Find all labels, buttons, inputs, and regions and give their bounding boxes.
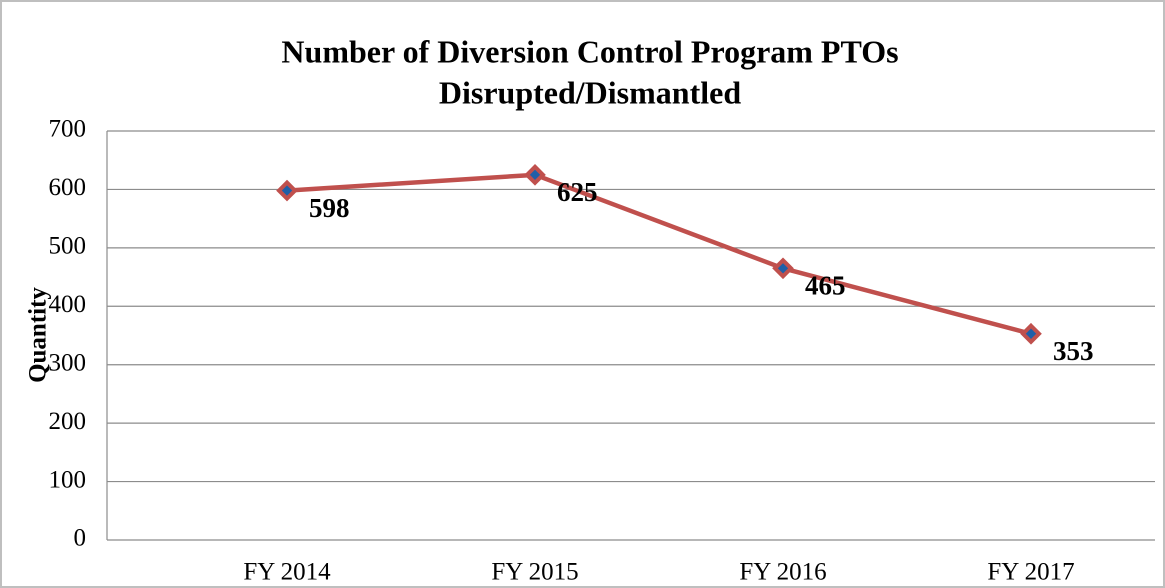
data-label: 625 xyxy=(557,177,598,207)
data-label: 465 xyxy=(805,271,846,301)
y-tick-label: 700 xyxy=(49,116,87,143)
x-tick-label: FY 2014 xyxy=(243,559,331,586)
chart-title: Disrupted/Dismantled xyxy=(439,74,741,110)
marker xyxy=(524,163,546,186)
marker xyxy=(276,179,298,202)
data-label: 353 xyxy=(1053,336,1094,366)
line xyxy=(286,172,1032,336)
x-tick-label: FY 2017 xyxy=(987,559,1074,586)
y-tick-label: 600 xyxy=(49,174,87,201)
y-tick-label: 500 xyxy=(49,233,87,260)
y-tick-label: 100 xyxy=(49,466,87,493)
marker xyxy=(1020,322,1042,345)
y-tick-label: 300 xyxy=(49,349,87,376)
marker xyxy=(772,257,794,280)
y-tick-label: 400 xyxy=(49,291,87,318)
x-tick-label: FY 2015 xyxy=(491,559,578,586)
chart-title: Number of Diversion Control Program PTOs xyxy=(281,33,898,69)
data-label: 598 xyxy=(309,193,350,223)
y-tick-label: 0 xyxy=(74,525,87,552)
y-axis-label: Quantity xyxy=(25,287,52,383)
x-tick-label: FY 2016 xyxy=(739,559,826,586)
y-tick-label: 200 xyxy=(49,408,87,435)
